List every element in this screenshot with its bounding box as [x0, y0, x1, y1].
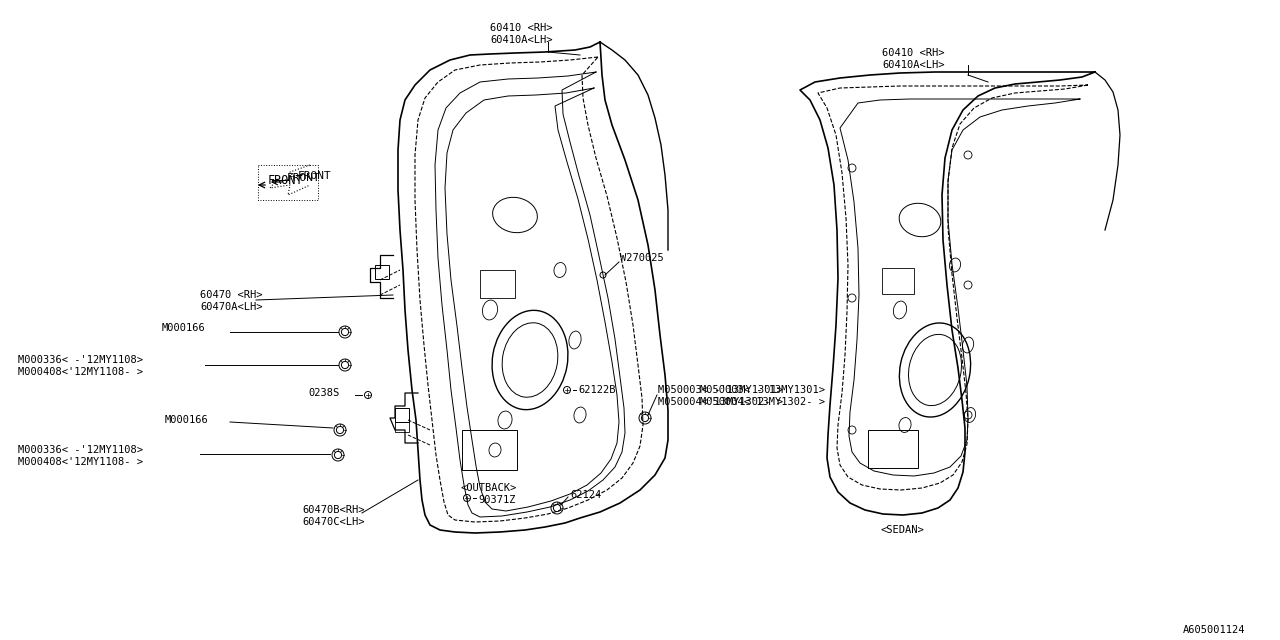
- Text: <SEDAN>: <SEDAN>: [881, 525, 924, 535]
- Text: M000166: M000166: [165, 415, 209, 425]
- Text: 60470A<LH>: 60470A<LH>: [200, 302, 262, 312]
- Text: FRONT: FRONT: [268, 173, 303, 186]
- Bar: [882, 268, 914, 294]
- Bar: [396, 408, 410, 422]
- Text: 60410 <RH>: 60410 <RH>: [882, 48, 945, 58]
- Text: 60410A<LH>: 60410A<LH>: [882, 60, 945, 70]
- Text: M050003< -'13MY1301>: M050003< -'13MY1301>: [658, 385, 783, 395]
- Text: A605001124: A605001124: [1183, 625, 1245, 635]
- Text: M000336< -'12MY1108>: M000336< -'12MY1108>: [18, 445, 143, 455]
- Text: M050003< -'13MY1301>: M050003< -'13MY1301>: [700, 385, 826, 395]
- Text: 60410 <RH>: 60410 <RH>: [490, 23, 553, 33]
- Bar: [480, 270, 515, 298]
- Text: 60470C<LH>: 60470C<LH>: [302, 517, 365, 527]
- Bar: [396, 422, 410, 432]
- Text: 60470B<RH>: 60470B<RH>: [302, 505, 365, 515]
- Bar: [868, 430, 918, 468]
- Text: M050004<'13MY1302- >: M050004<'13MY1302- >: [700, 397, 826, 407]
- Text: 62124: 62124: [570, 490, 602, 500]
- Bar: [462, 430, 517, 470]
- Text: 90371Z: 90371Z: [477, 495, 516, 505]
- Text: 60410A<LH>: 60410A<LH>: [490, 35, 553, 45]
- Text: M000336< -'12MY1108>: M000336< -'12MY1108>: [18, 355, 143, 365]
- Text: M000408<'12MY1108- >: M000408<'12MY1108- >: [18, 367, 143, 377]
- Text: 62122B: 62122B: [579, 385, 616, 395]
- Bar: [375, 265, 389, 279]
- Text: 0238S: 0238S: [308, 388, 339, 398]
- Text: <OUTBACK>: <OUTBACK>: [460, 483, 516, 493]
- Text: FRONT: FRONT: [287, 173, 321, 183]
- Text: 60470 <RH>: 60470 <RH>: [200, 290, 262, 300]
- Text: M000408<'12MY1108- >: M000408<'12MY1108- >: [18, 457, 143, 467]
- Text: FRONT: FRONT: [298, 171, 332, 181]
- Text: M050004<'13MY1302- >: M050004<'13MY1302- >: [658, 397, 783, 407]
- Text: W270025: W270025: [620, 253, 664, 263]
- Text: M000166: M000166: [163, 323, 206, 333]
